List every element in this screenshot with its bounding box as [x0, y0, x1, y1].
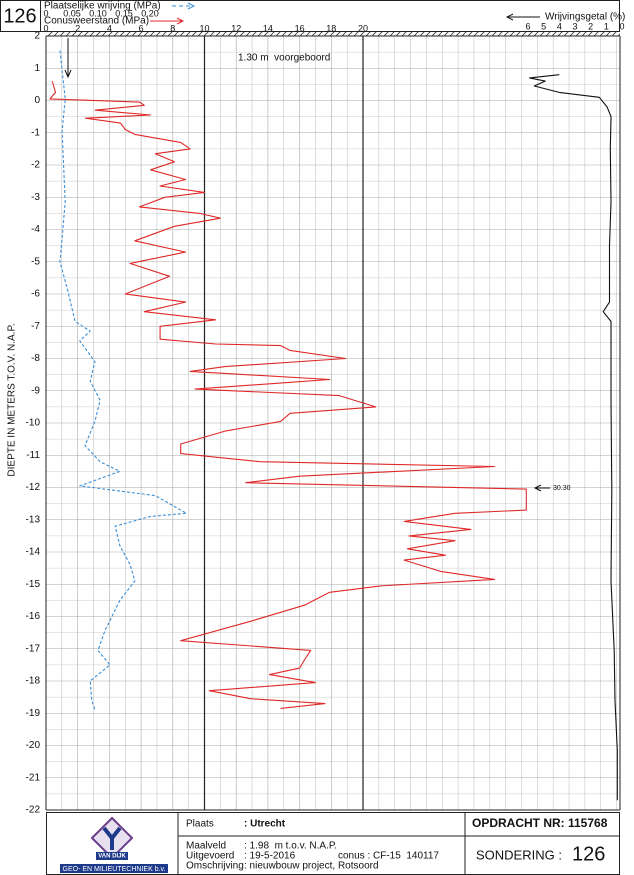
x-tick-label: 14 — [263, 23, 273, 33]
data-line — [529, 74, 618, 801]
y-tick-label: -10 — [26, 418, 41, 429]
y-tick-label: -22 — [26, 805, 41, 816]
label: Plaats — [186, 819, 214, 830]
y-tick-label: -2 — [31, 160, 40, 171]
company-sub: GEO- EN MILIEUTECHNIEK b.v. — [63, 866, 166, 873]
data-line — [59, 50, 187, 711]
label: Omschrijving — [186, 861, 244, 872]
value: : Utrecht — [244, 819, 286, 830]
x3-tick-label: 1 — [604, 21, 609, 31]
x-tick-label: 12 — [231, 23, 241, 33]
x-tick-label: 0 — [43, 23, 48, 33]
y-tick-label: 1 — [34, 63, 40, 74]
predrill-arrow-head — [64, 69, 72, 79]
x-tick-label: 18 — [326, 23, 336, 33]
x-tick-label: 10 — [199, 23, 209, 33]
y-tick-label: -8 — [31, 353, 40, 364]
header-number: 126 — [3, 5, 36, 27]
legend-friction: Plaatselijke wrijving (MPa) — [44, 1, 161, 12]
y-tick-label: 0 — [34, 95, 40, 106]
annotation: 1.30 m voorgeboord — [238, 53, 330, 64]
y-tick-label: -16 — [26, 611, 41, 622]
y-tick-label: -19 — [26, 708, 41, 719]
y-tick-label: -17 — [26, 643, 41, 654]
legend-arrow-head — [176, 17, 185, 25]
y-tick-label: -15 — [26, 579, 41, 590]
legend-ratio: Wrijvingsgetal (%) — [545, 12, 625, 23]
logo-bar — [96, 852, 128, 860]
y-tick-label: -9 — [31, 385, 40, 396]
plot — [49, 50, 618, 801]
data-line — [49, 80, 527, 709]
y-tick-label: -14 — [26, 547, 41, 558]
y-tick-label: -21 — [26, 772, 41, 783]
y-tick-label: -7 — [31, 321, 40, 332]
x-tick-label: 6 — [139, 23, 144, 33]
label: SONDERING : — [476, 847, 562, 862]
annotation: 30.30 — [553, 485, 571, 492]
y-tick-label: 2 — [34, 31, 40, 42]
x3-tick-label: 3 — [572, 21, 577, 31]
grid: 210-1-2-3-4-5-6-7-8-9-10-11-12-13-14-15-… — [26, 8, 625, 815]
x3-tick-label: 0 — [619, 21, 624, 31]
company: VAN DIJK — [98, 854, 126, 860]
x2-tick-label: 0.15 — [115, 8, 133, 18]
value: conus : CF-15 140117 — [338, 851, 439, 862]
value: : nieuwbouw project, Rotsoord — [244, 861, 379, 872]
y-tick-label: -20 — [26, 740, 41, 751]
label: Maalveld — [186, 841, 226, 852]
y-tick-label: -12 — [26, 482, 41, 493]
x-tick-label: 4 — [107, 23, 112, 33]
label: Uitgevoerd — [186, 851, 234, 862]
legend-arrow-head — [187, 2, 196, 10]
x-tick-label: 8 — [170, 23, 175, 33]
y-tick-label: -5 — [31, 256, 40, 267]
sondering-number: 126 — [572, 843, 605, 865]
logo-mark — [102, 826, 122, 850]
x-tick-label: 16 — [295, 23, 305, 33]
x3-tick-label: 4 — [557, 21, 562, 31]
x2-tick-label: 0.20 — [141, 8, 159, 18]
y-tick-label: -13 — [26, 514, 41, 525]
x-tick-label: 20 — [358, 23, 368, 33]
y-tick-label: -1 — [31, 127, 40, 138]
y-tick-label: -4 — [31, 224, 40, 235]
y-tick-label: -3 — [31, 192, 40, 203]
value: : 19-5-2016 — [244, 851, 296, 862]
legend-arrow-head — [505, 13, 514, 21]
number-box — [0, 0, 41, 32]
logo-band — [60, 864, 168, 873]
x2-tick-label: 0.05 — [63, 8, 81, 18]
x2-tick-label: 0 — [43, 8, 48, 18]
y-tick-label: -18 — [26, 676, 41, 687]
x3-tick-label: 6 — [525, 21, 530, 31]
x3-tick-label: 2 — [588, 21, 593, 31]
annotation-arrow-head — [533, 484, 542, 492]
value: : 1.98 m t.o.v. N.A.P. — [244, 841, 337, 852]
y-axis-label: DIEPTE IN METERS T.O.V. N.A.P. — [7, 323, 18, 476]
x-tick-label: 2 — [75, 23, 80, 33]
footer: VAN DIJK GEO- EN MILIEUTECHNIEK b.v. Pla… — [46, 812, 620, 875]
x2-tick-label: 0.10 — [89, 8, 107, 18]
y-tick-label: -6 — [31, 289, 40, 300]
x3-tick-label: 5 — [541, 21, 546, 31]
order-number: OPDRACHT NR: 115768 — [472, 816, 608, 830]
ground-hatch — [46, 32, 620, 36]
legend-cone: Conusweerstand (MPa) — [44, 16, 149, 27]
y-tick-label: -11 — [26, 450, 40, 461]
